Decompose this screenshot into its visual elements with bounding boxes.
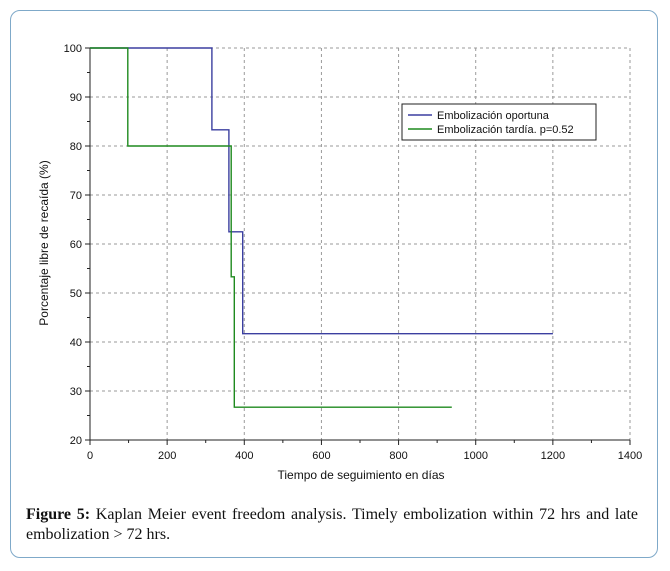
x-axis-label: Tiempo de seguimiento en días <box>278 468 445 482</box>
caption-text: Kaplan Meier event freedom analysis. Tim… <box>26 506 639 543</box>
figure-frame <box>10 10 658 558</box>
x-tick-label: 1200 <box>541 450 565 462</box>
figure-caption: Figure 5: Kaplan Meier event freedom ana… <box>26 505 638 545</box>
x-tick-label: 200 <box>158 450 176 462</box>
y-tick-label: 30 <box>70 386 82 398</box>
series-layer <box>90 47 553 408</box>
x-tick-label: 800 <box>389 450 407 462</box>
y-tick-label: 100 <box>64 43 82 55</box>
y-tick-label: 80 <box>70 141 82 153</box>
series-line-1 <box>90 47 553 335</box>
x-tick-label: 600 <box>312 450 330 462</box>
legend-label-2: Embolización tardía. p=0.52 <box>437 124 574 136</box>
x-tick-label: 1400 <box>618 450 642 462</box>
series-line-2 <box>90 47 452 408</box>
legend-box <box>401 103 597 141</box>
legend: Embolización oportuna Embolización tardía… <box>401 103 597 141</box>
y-tick-label: 70 <box>70 190 82 202</box>
y-tick-label: 60 <box>70 239 82 251</box>
y-axis-label: Porcentaje libre de recaída (%) <box>37 160 51 325</box>
x-tick-label: 0 <box>87 450 93 462</box>
legend-label-1: Embolización oportuna <box>437 110 550 122</box>
y-tick-label: 20 <box>70 435 82 447</box>
x-tick-label: 400 <box>235 450 253 462</box>
y-tick-label: 40 <box>70 337 82 349</box>
y-tick-label: 90 <box>70 92 82 104</box>
caption-label: Figure 5: <box>26 506 91 523</box>
x-tick-label: 1000 <box>463 450 487 462</box>
y-tick-label: 50 <box>70 288 82 300</box>
